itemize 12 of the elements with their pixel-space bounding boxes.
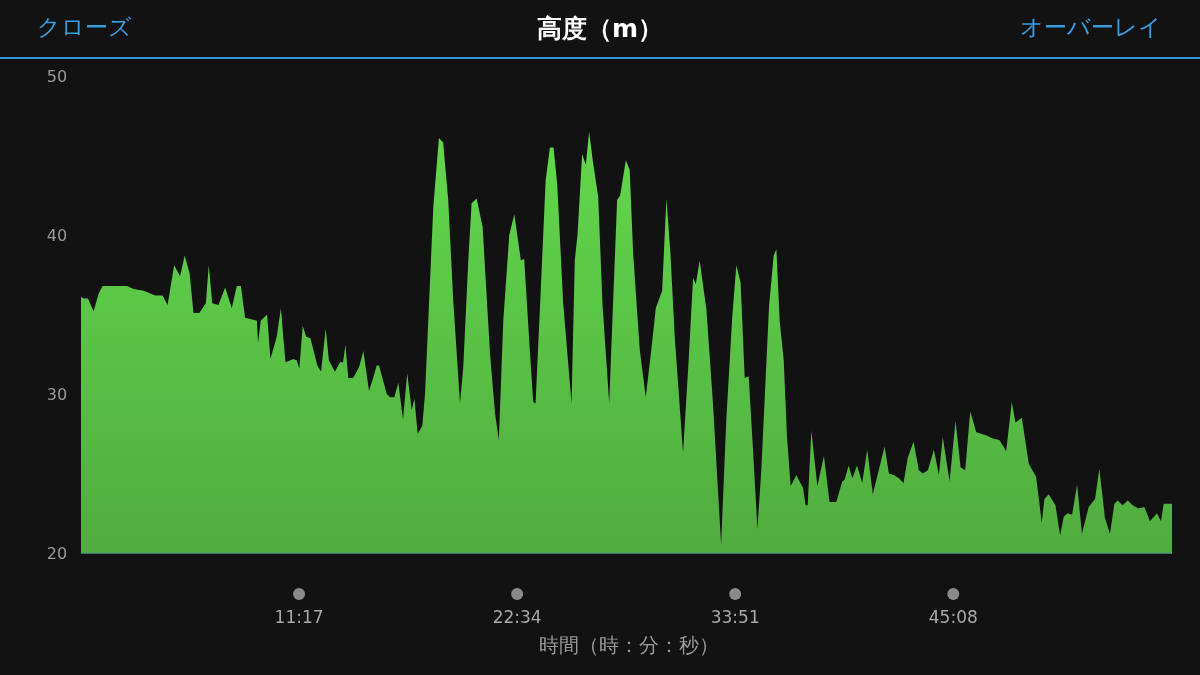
text: クローズ <box>37 14 132 40</box>
chart-title: 高度（m） <box>536 14 664 43</box>
y-tick-label: 40 <box>46 226 68 245</box>
y-tick-label: 50 <box>46 67 68 86</box>
y-tick-label: 20 <box>46 544 68 563</box>
x-axis-title: 時間（時：分：秒） <box>538 633 719 657</box>
text: オーバーレイ <box>1020 14 1162 40</box>
y-tick-label: 30 <box>46 385 68 404</box>
x-tick-label: 45:08 <box>928 607 978 627</box>
x-tick-label: 22:34 <box>492 607 542 627</box>
x-tick-label: 11:17 <box>274 607 324 627</box>
x-tick-label: 33:51 <box>710 607 760 627</box>
